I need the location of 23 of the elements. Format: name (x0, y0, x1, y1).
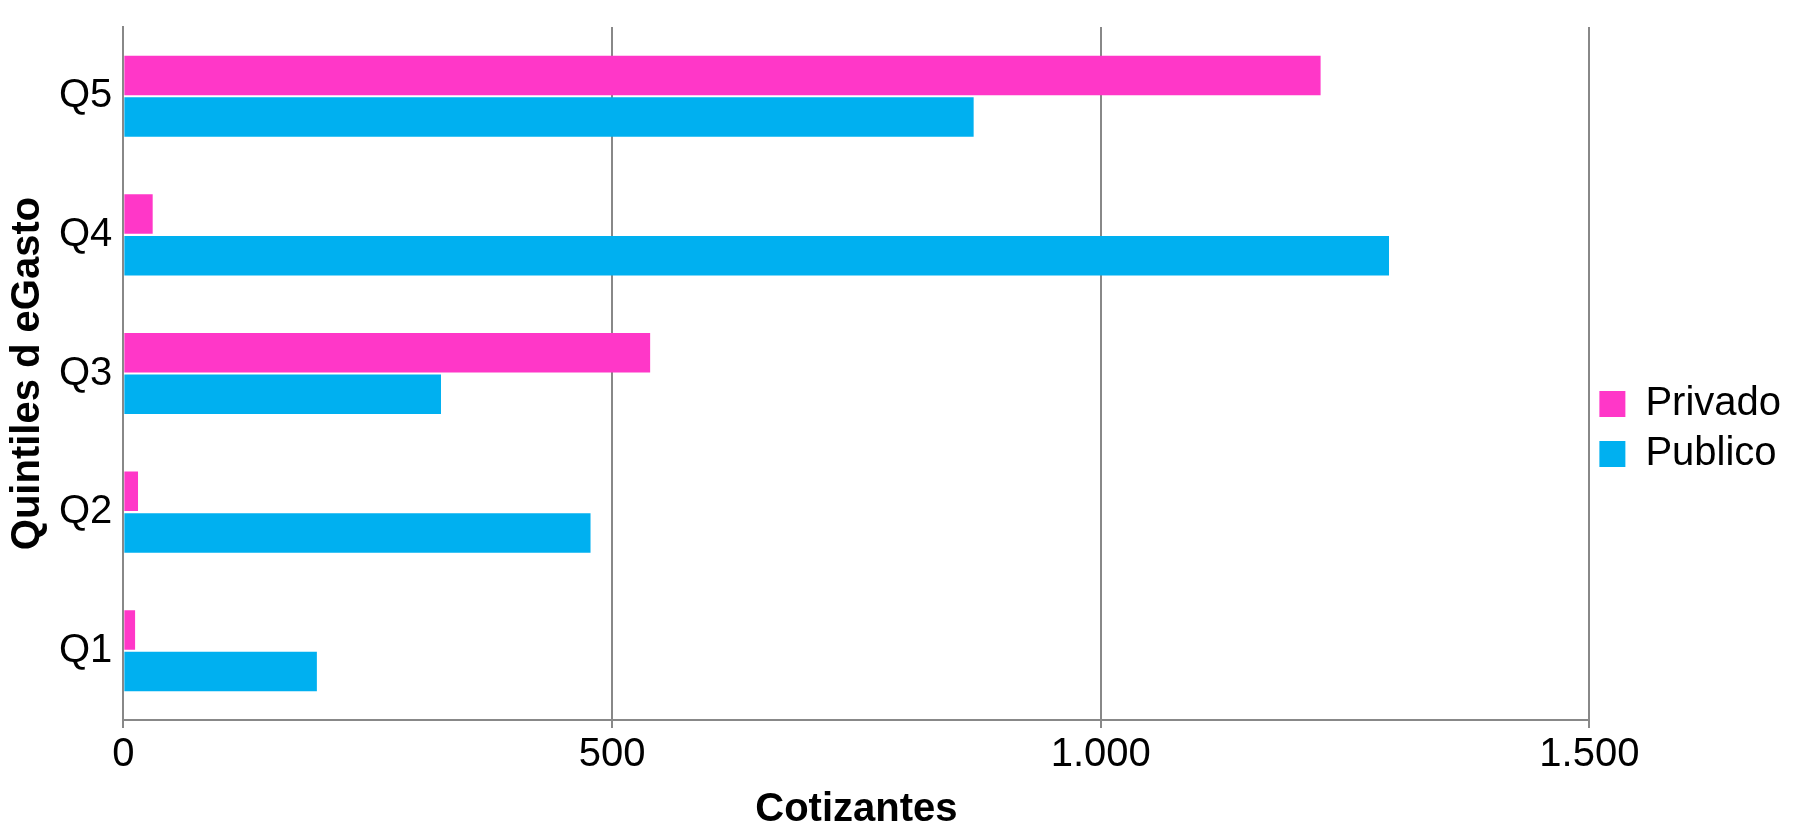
x-tick-label: 1.500 (1539, 730, 1640, 775)
bar (124, 235, 1390, 276)
legend-label: Privado (1645, 379, 1781, 424)
bar (124, 55, 1321, 96)
bar (124, 332, 651, 373)
bar (124, 471, 139, 512)
bar (124, 513, 591, 553)
y-axis-title: Quintiles d eGasto (3, 196, 48, 551)
y-tick-label: Q3 (59, 348, 113, 393)
x-tick-label: 500 (578, 730, 646, 775)
legend-label: Publico (1645, 429, 1777, 474)
y-tick-label: Q5 (59, 71, 113, 116)
bar (124, 610, 136, 650)
y-tick-label: Q2 (59, 487, 113, 532)
bar (124, 651, 317, 692)
bar (124, 374, 441, 415)
y-tick-label: Q1 (59, 625, 113, 670)
bar (124, 97, 974, 137)
x-tick-label: 1.000 (1050, 730, 1151, 775)
x-axis-title: Cotizantes (755, 785, 958, 830)
bar (124, 194, 153, 234)
y-tick-label: Q4 (59, 209, 113, 254)
x-tick-label: 0 (112, 730, 135, 775)
